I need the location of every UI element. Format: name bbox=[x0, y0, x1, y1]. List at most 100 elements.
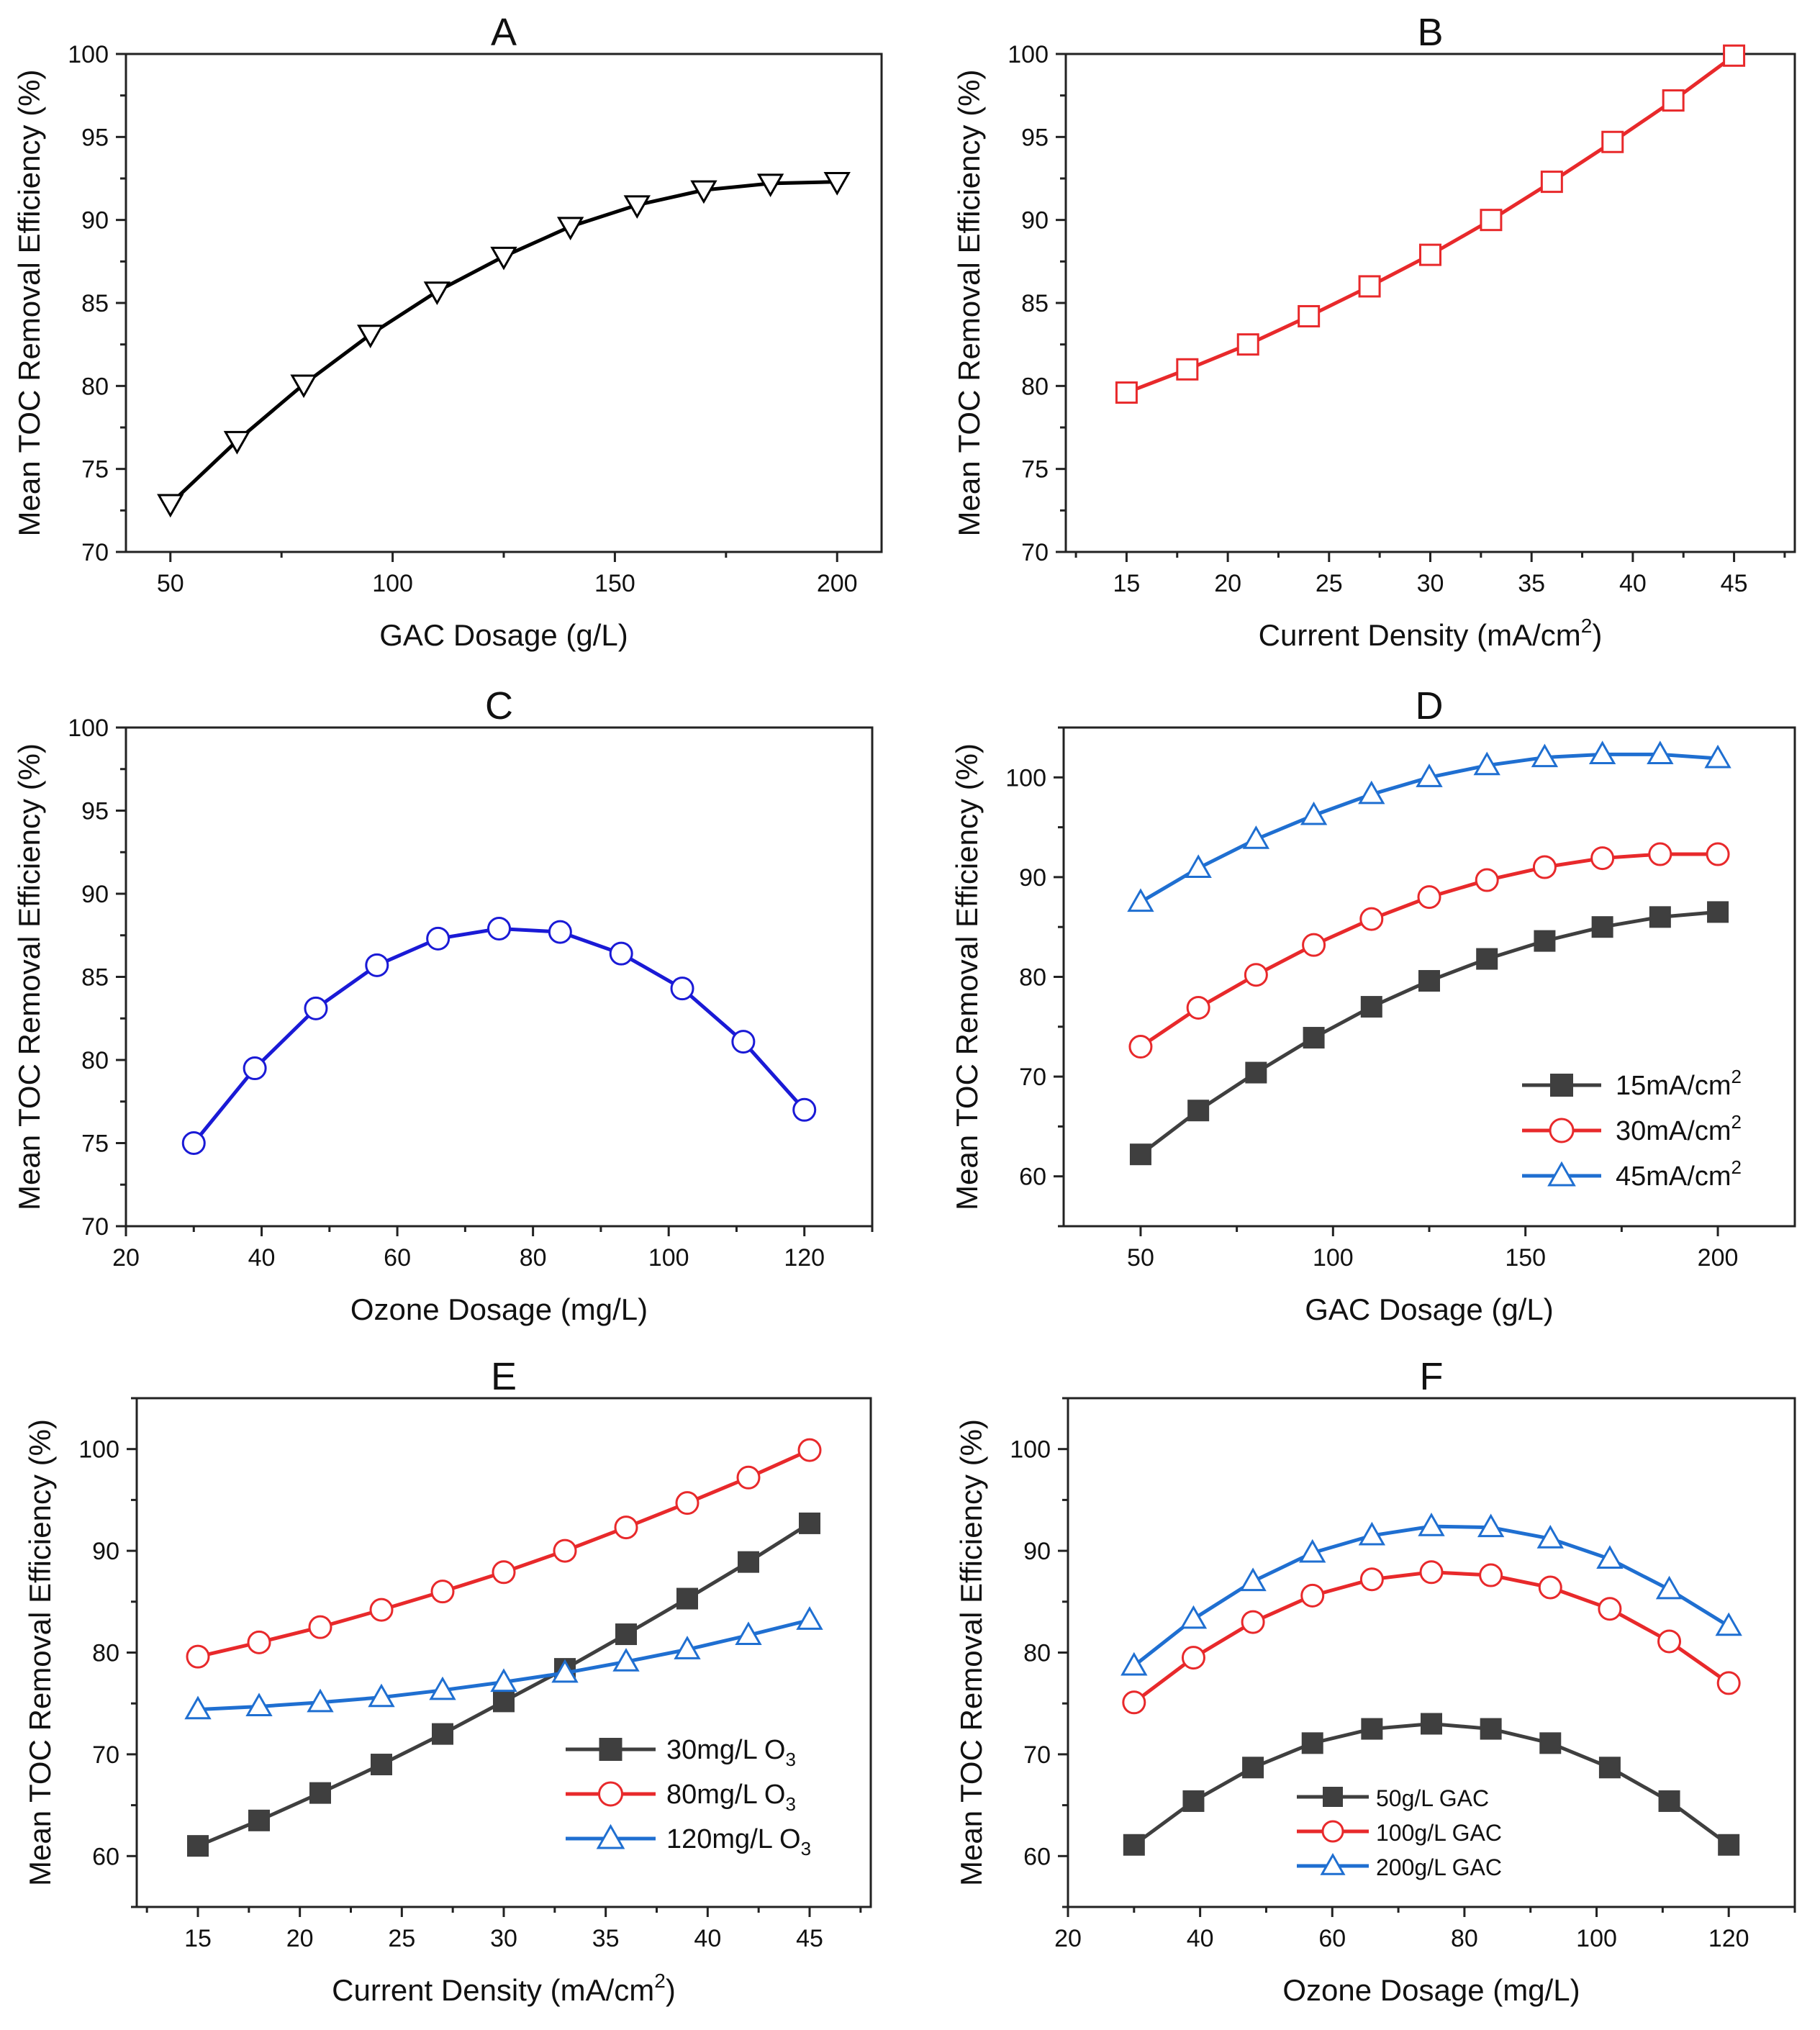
data-point bbox=[738, 1551, 759, 1573]
x-axis-label: Ozone Dosage (mg/L) bbox=[350, 1292, 648, 1326]
data-point bbox=[756, 173, 784, 198]
legend-item: 80mg/L O3 bbox=[566, 1780, 796, 1815]
panel-b: B 15 20 25 30 35 40 45 70 75 80 85 90 95 100 Current De… bbox=[952, 11, 1796, 652]
y-tick-label: 100 bbox=[68, 715, 109, 742]
data-point bbox=[1128, 1035, 1153, 1059]
series-line bbox=[197, 1448, 811, 1659]
x-tick-label: 40 bbox=[694, 1925, 721, 1952]
panel-title: E bbox=[491, 1355, 517, 1398]
legend-item: 50g/L GAC bbox=[1297, 1785, 1489, 1811]
data-point bbox=[1662, 89, 1685, 112]
data-point bbox=[1480, 1718, 1502, 1740]
data-point bbox=[430, 1580, 455, 1604]
y-tick-label: 90 bbox=[1021, 207, 1049, 235]
data-point bbox=[1648, 842, 1672, 866]
data-point bbox=[357, 325, 384, 348]
data-point bbox=[690, 180, 717, 204]
data-point bbox=[676, 1587, 698, 1610]
data-point bbox=[369, 1598, 394, 1622]
data-point bbox=[371, 1754, 392, 1776]
y-axis-label: Mean TOC Removal Efficiency (%) bbox=[952, 70, 986, 537]
x-tick-label: 35 bbox=[592, 1925, 620, 1952]
y-tick-label: 100 bbox=[78, 1436, 119, 1464]
data-point bbox=[1176, 358, 1199, 381]
data-point bbox=[614, 1515, 638, 1540]
y-axis-label: Mean TOC Removal Efficiency (%) bbox=[950, 743, 984, 1210]
data-point bbox=[1707, 901, 1729, 923]
data-point bbox=[186, 1644, 210, 1669]
series-line bbox=[1139, 852, 1719, 1048]
series-1 bbox=[1123, 1713, 1740, 1856]
x-tick-label: 35 bbox=[1518, 570, 1545, 597]
plot-frame bbox=[124, 726, 874, 1228]
legend-item: 15mA/cm2 bbox=[1522, 1066, 1742, 1101]
series-1 bbox=[1129, 901, 1729, 1166]
x-tick-label: 100 bbox=[372, 570, 413, 597]
y-tick-label: 60 bbox=[92, 1843, 119, 1870]
plot-frame bbox=[1064, 53, 1796, 553]
series-1 bbox=[157, 172, 851, 518]
data-point bbox=[1301, 1732, 1323, 1754]
panel-e: E 15 20 25 30 35 40 45 60 70 80 90 100 Current Densit… bbox=[23, 1355, 872, 2007]
data-point bbox=[1361, 1718, 1383, 1740]
data-point bbox=[556, 217, 584, 241]
data-point bbox=[223, 430, 251, 455]
data-point bbox=[290, 374, 317, 399]
data-point bbox=[1479, 1563, 1503, 1587]
data-point bbox=[1658, 1790, 1680, 1812]
data-point bbox=[1718, 1834, 1740, 1856]
legend-marker bbox=[1550, 1074, 1573, 1097]
data-point bbox=[1242, 1757, 1264, 1779]
series-1 bbox=[181, 917, 817, 1155]
legend-marker bbox=[1547, 1161, 1576, 1187]
legend-label: 30mg/L O3 bbox=[666, 1735, 796, 1770]
data-point bbox=[1244, 963, 1268, 987]
data-point bbox=[1358, 780, 1385, 805]
data-point bbox=[1540, 171, 1563, 194]
y-tick-label: 80 bbox=[1021, 373, 1049, 400]
data-point bbox=[1300, 801, 1328, 825]
data-point bbox=[1417, 885, 1441, 910]
x-tick-label: 15 bbox=[184, 1925, 212, 1952]
data-point bbox=[365, 953, 389, 977]
data-point bbox=[304, 996, 328, 1020]
data-point bbox=[1473, 751, 1500, 776]
y-tick-label: 85 bbox=[81, 964, 109, 992]
y-tick-label: 95 bbox=[1021, 124, 1049, 151]
y-tick-label: 75 bbox=[81, 1130, 109, 1158]
data-point bbox=[1359, 907, 1384, 931]
data-point bbox=[612, 1648, 640, 1672]
x-tick-label: 25 bbox=[388, 1925, 415, 1952]
y-tick-label: 85 bbox=[81, 290, 109, 317]
y-tick-label: 100 bbox=[1010, 1436, 1051, 1464]
data-point bbox=[1239, 1567, 1267, 1592]
data-point bbox=[432, 1723, 453, 1745]
series-line bbox=[1133, 1570, 1730, 1704]
data-point bbox=[1534, 930, 1556, 952]
data-point bbox=[1300, 1583, 1325, 1608]
data-point bbox=[1536, 1525, 1564, 1549]
panel-a: A 50 100 150 200 70 75 80 85 90 95 100 GAC Dosage (g… bbox=[12, 11, 883, 652]
data-point bbox=[1120, 1651, 1148, 1676]
data-point bbox=[1538, 1575, 1562, 1600]
data-point bbox=[1182, 1790, 1205, 1812]
data-point bbox=[248, 1809, 270, 1831]
legend-item: 30mg/L O3 bbox=[566, 1735, 796, 1770]
data-point bbox=[1590, 846, 1615, 871]
data-point bbox=[307, 1688, 334, 1713]
panel-title: B bbox=[1417, 11, 1443, 54]
data-point bbox=[736, 1465, 761, 1490]
data-point bbox=[1591, 916, 1613, 938]
legend-marker bbox=[1323, 1787, 1343, 1807]
legend-item: 30mA/cm2 bbox=[1522, 1111, 1742, 1146]
panel-f: F 20 40 60 80 100 120 60 70 80 90 100 Ozone Dosage (… bbox=[954, 1355, 1796, 2007]
data-point bbox=[490, 246, 517, 271]
data-point bbox=[187, 1835, 209, 1857]
x-tick-label: 20 bbox=[1054, 1925, 1082, 1952]
x-tick-label: 20 bbox=[1214, 570, 1241, 597]
x-tick-label: 45 bbox=[1721, 570, 1748, 597]
data-point bbox=[1303, 1027, 1325, 1049]
data-point bbox=[1531, 743, 1559, 768]
data-point bbox=[1419, 243, 1441, 266]
